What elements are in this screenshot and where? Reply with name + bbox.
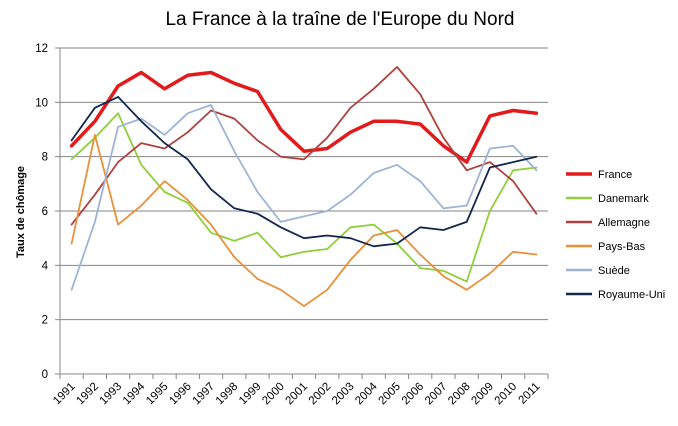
x-tick-label: 2011 — [517, 381, 543, 407]
x-tick-label: 1996 — [167, 381, 194, 408]
series-line-4 — [70, 104, 538, 291]
legend-label: Danemark — [598, 193, 649, 205]
x-tick-label: 2005 — [376, 381, 403, 408]
x-tick-label: 2007 — [423, 381, 450, 408]
y-tick-label: 10 — [35, 97, 48, 109]
x-tick-label: 1997 — [191, 381, 218, 408]
series-line-0 — [69, 70, 539, 164]
series-line-3 — [70, 133, 538, 308]
x-tick-label: 1998 — [214, 381, 241, 408]
y-tick-label: 4 — [42, 260, 49, 272]
legend-label: Allemagne — [598, 217, 650, 229]
x-tick-label: 1999 — [237, 381, 264, 408]
y-tick-label: 12 — [35, 43, 48, 55]
x-tick-label: 1995 — [144, 381, 171, 408]
axes — [55, 47, 549, 379]
y-tick-label: 2 — [42, 315, 48, 327]
x-tick-label: 1991 — [51, 381, 78, 408]
series-line-2 — [70, 66, 538, 226]
y-tick-labels: 0 2 4 6 8 10 12 — [35, 43, 48, 381]
x-tick-label: 1992 — [74, 381, 101, 408]
x-tick-label: 1994 — [121, 380, 148, 407]
legend-label: Suède — [598, 265, 630, 277]
legend-label: Pays-Bas — [598, 241, 646, 253]
y-tick-label: 0 — [42, 369, 48, 381]
x-tick-label: 2006 — [400, 381, 427, 408]
x-tick-label: 2004 — [353, 380, 380, 407]
x-tick-label: 1993 — [98, 381, 125, 408]
x-tick-label: 2000 — [260, 381, 287, 408]
legend-label: Royaume-Uni — [598, 289, 665, 301]
y-tick-label: 6 — [42, 206, 48, 218]
chart-title: La France à la traîne de l'Europe du Nor… — [165, 9, 514, 30]
x-tick-label: 2001 — [284, 381, 311, 408]
x-tick-label: 2009 — [469, 381, 496, 408]
x-tick-labels: 1991199219931994199519961997199819992000… — [51, 380, 542, 407]
gridlines — [60, 47, 548, 375]
series-lines — [69, 66, 539, 308]
legend-label: France — [598, 169, 632, 181]
legend: France Danemark Allemagne Pays-Bas Suède Roya… — [566, 169, 665, 301]
series-line-5 — [70, 96, 538, 248]
y-axis-label: Taux de chômage — [15, 166, 27, 258]
x-tick-label: 2008 — [446, 381, 473, 408]
series-line-1 — [70, 112, 538, 283]
y-tick-label: 8 — [42, 152, 48, 164]
x-tick-label: 2010 — [493, 381, 520, 408]
x-tick-label: 2002 — [307, 381, 334, 408]
x-tick-label: 2003 — [330, 381, 357, 408]
